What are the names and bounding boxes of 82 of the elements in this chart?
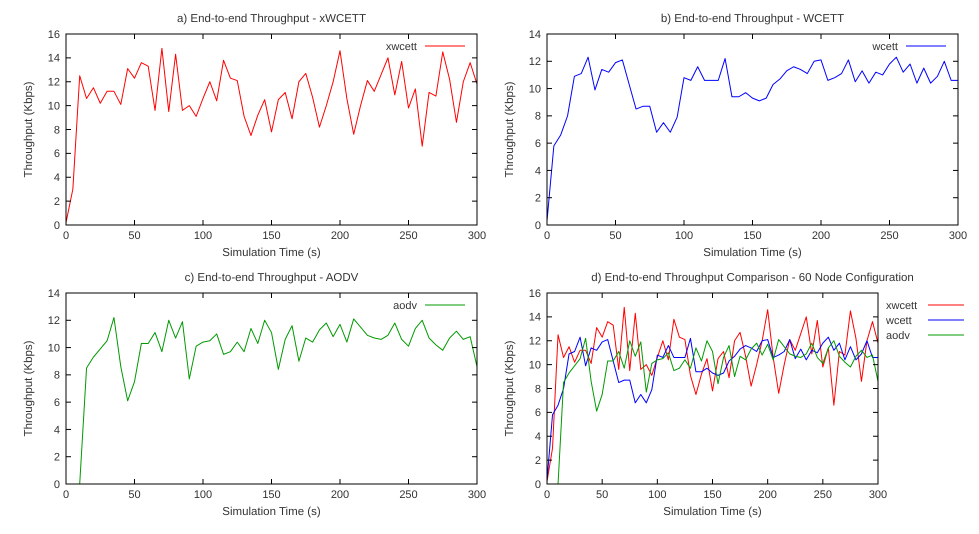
y-tick-label: 8	[54, 124, 60, 136]
y-tick-label: 0	[534, 478, 541, 491]
y-tick-label: 10	[48, 342, 60, 354]
x-tick-label: 300	[468, 489, 486, 501]
x-tick-label: 300	[948, 230, 968, 242]
y-axis-title: Throughput (Kbps)	[23, 81, 35, 178]
y-tick-label: 16	[48, 28, 60, 41]
x-tick-label: 0	[62, 489, 70, 501]
x-tick-label: 200	[758, 489, 777, 501]
x-axis-title: Simulation Time (s)	[222, 247, 321, 259]
legend-label: wcett	[871, 40, 898, 53]
legend-label: xwcett	[386, 40, 417, 53]
y-tick-label: 10	[48, 100, 60, 112]
y-tick-label: 14	[528, 28, 541, 41]
y-tick-label: 4	[534, 165, 541, 178]
x-tick-label: 150	[703, 489, 722, 501]
y-tick-label: 0	[54, 478, 60, 491]
x-axis-title: Simulation Time (s)	[663, 506, 762, 518]
x-tick-label: 250	[880, 230, 899, 242]
y-tick-label: 8	[54, 370, 60, 382]
y-tick-label: 12	[48, 315, 60, 328]
y-tick-label: 10	[528, 83, 541, 96]
y-tick-label: 0	[54, 220, 60, 232]
x-tick-label: 0	[544, 230, 550, 242]
y-tick-label: 2	[534, 454, 541, 467]
x-tick-label: 200	[330, 489, 350, 501]
x-tick-label: 0	[62, 230, 70, 242]
y-axis-title: Throughput (Kbps)	[504, 81, 516, 178]
x-tick-label: 200	[812, 230, 830, 242]
x-tick-label: 250	[399, 489, 418, 501]
chart-title: b) End-to-end Throughput - WCETT	[660, 13, 844, 25]
y-tick-label: 6	[54, 396, 60, 409]
x-tick-label: 50	[128, 230, 141, 242]
legend-label: xwcett	[886, 300, 918, 312]
y-axis-title: Throughput (Kbps)	[504, 340, 516, 436]
x-tick-label: 250	[814, 489, 832, 501]
y-tick-label: 6	[54, 148, 60, 160]
line-series	[547, 306, 878, 482]
y-tick-label: 4	[54, 424, 60, 436]
x-tick-label: 100	[674, 230, 694, 242]
x-tick-label: 50	[596, 489, 608, 501]
x-axis-title: Simulation Time (s)	[703, 247, 802, 259]
x-tick-label: 50	[128, 489, 141, 501]
y-tick-label: 8	[534, 383, 541, 396]
x-tick-label: 150	[262, 489, 281, 501]
x-tick-label: 300	[468, 230, 486, 242]
y-tick-label: 2	[54, 452, 60, 464]
y-tick-label: 14	[528, 312, 541, 324]
y-tick-label: 2	[54, 196, 60, 208]
x-tick-label: 150	[743, 230, 762, 242]
chart-title: c) End-to-end Throughput - AODV	[184, 272, 359, 284]
y-tick-label: 16	[528, 288, 541, 300]
y-tick-label: 10	[528, 359, 541, 372]
y-axis-title: Throughput (Kbps)	[23, 340, 35, 436]
chart-title: a) End-to-end Throughput - xWCETT	[177, 13, 366, 25]
y-tick-label: 12	[528, 56, 541, 68]
y-tick-label: 6	[534, 407, 541, 420]
y-tick-label: 0	[534, 220, 541, 232]
y-tick-label: 6	[534, 138, 541, 150]
chart-title: d) End-to-end Throughput Comparison - 60 Node Configuration	[591, 272, 914, 284]
x-tick-label: 200	[330, 230, 350, 242]
y-tick-label: 14	[48, 52, 60, 65]
y-tick-label: 12	[528, 336, 541, 348]
x-tick-label: 100	[194, 489, 212, 501]
x-tick-label: 150	[262, 230, 281, 242]
x-axis-title: Simulation Time (s)	[222, 506, 321, 518]
x-tick-label: 50	[609, 230, 622, 242]
line-series	[79, 317, 477, 484]
legend-label: aodv	[393, 300, 418, 312]
y-tick-label: 8	[534, 110, 541, 123]
x-tick-label: 100	[648, 489, 667, 501]
y-tick-label: 2	[534, 192, 541, 205]
x-tick-label: 100	[194, 230, 212, 242]
y-tick-label: 14	[48, 288, 60, 300]
y-tick-label: 4	[54, 172, 60, 184]
legend-label: aodv	[886, 330, 910, 342]
legend-label: wcett	[885, 314, 912, 327]
x-tick-label: 250	[399, 230, 418, 242]
y-tick-label: 4	[534, 431, 541, 444]
x-tick-label: 300	[868, 489, 888, 501]
y-tick-label: 12	[48, 76, 60, 89]
x-tick-label: 0	[544, 489, 550, 501]
